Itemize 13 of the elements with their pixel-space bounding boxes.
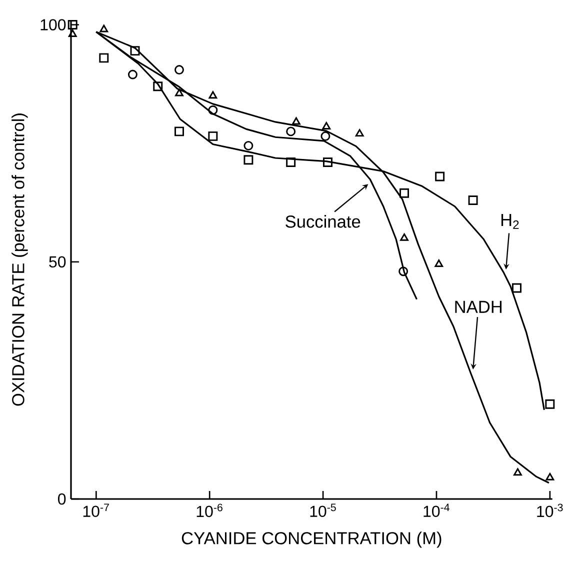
annotation: NADH bbox=[455, 300, 502, 313]
y-tick-label: 100 bbox=[40, 19, 66, 30]
x-axis-title: CYANIDE CONCENTRATION (M) bbox=[182, 532, 442, 548]
y-tick-label: 0 bbox=[58, 493, 66, 505]
annotation: H$_{2}$ bbox=[501, 214, 519, 229]
x-tick-label: 10$^{-5}$ bbox=[310, 504, 336, 518]
annotation: Succinate bbox=[286, 215, 360, 228]
x-tick-label: 10$^{-6}$ bbox=[196, 504, 222, 518]
y-axis-title: OXIDATION RATE (percent of control) bbox=[12, 114, 28, 406]
x-tick-label: 10$^{-7}$ bbox=[83, 504, 109, 518]
x-tick-label: 10$^{-3}$ bbox=[537, 504, 563, 518]
y-tick-label: 50 bbox=[49, 256, 66, 268]
x-tick-label: 10$^{-4}$ bbox=[424, 504, 450, 518]
